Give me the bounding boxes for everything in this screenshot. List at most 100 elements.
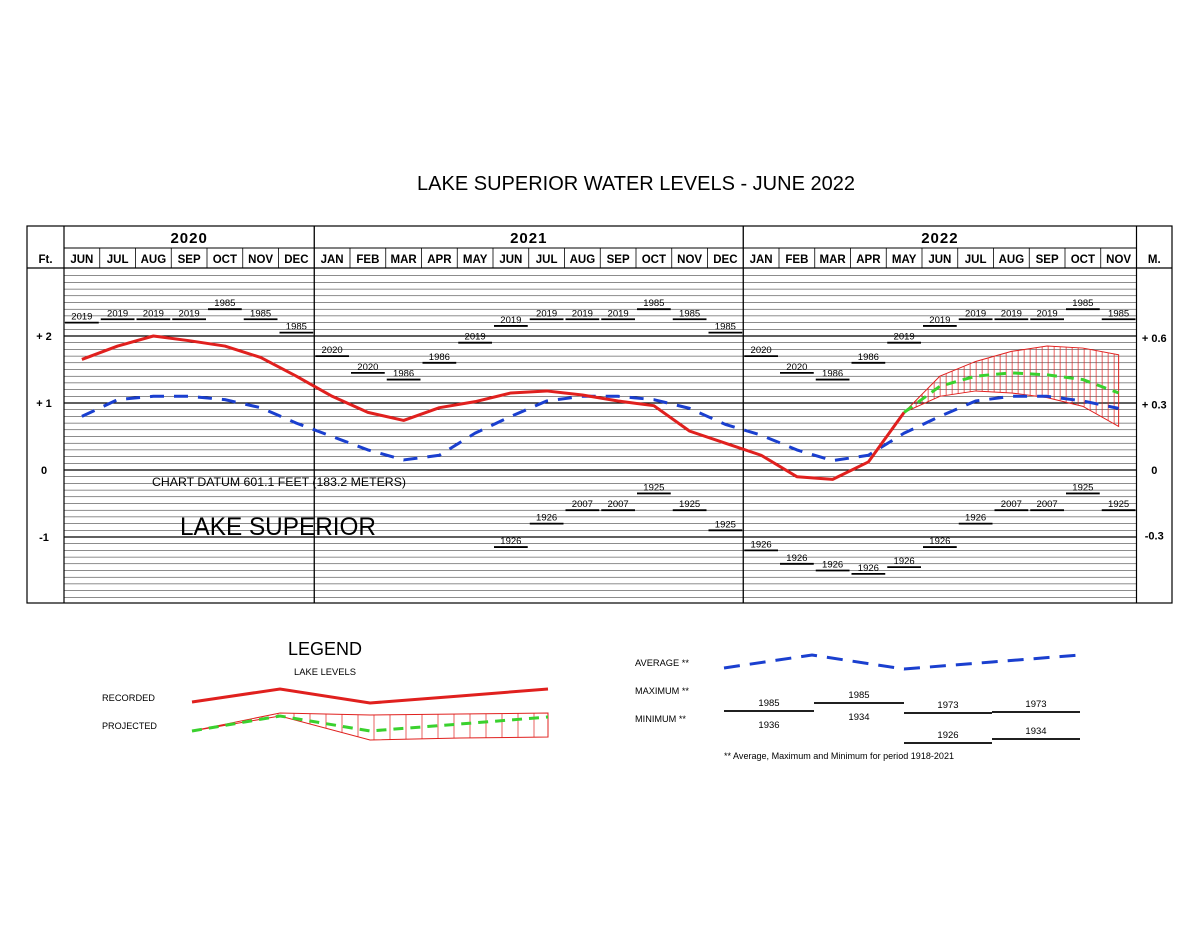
- legend: LEGEND LAKE LEVELS RECORDED PROJECTED AV…: [102, 639, 1081, 762]
- min-record-year: 1925: [679, 499, 700, 510]
- max-record-year: 2019: [107, 308, 128, 319]
- max-record-year: 2019: [1001, 308, 1022, 319]
- legend-projected-band: [191, 712, 549, 741]
- month-label: OCT: [1071, 254, 1095, 266]
- legend-max-year: 1973: [937, 700, 958, 711]
- right-tick-label: + 0.3: [1142, 399, 1167, 411]
- chart-frame: [26, 225, 1173, 604]
- month-label: NOV: [677, 254, 702, 266]
- legend-average-line: [723, 653, 1081, 671]
- min-record-year: 2007: [1001, 499, 1022, 510]
- min-record-year: 1925: [715, 519, 736, 530]
- left-tick-label: + 2: [36, 331, 52, 343]
- month-label: OCT: [213, 254, 237, 266]
- left-tick-label: 0: [41, 465, 47, 477]
- chart-axes: + 2 + 1 0 -1 + 0.6 + 0.3 0 -0.3: [36, 331, 1166, 544]
- month-label: NOV: [1106, 254, 1131, 266]
- legend-max-year: 1985: [848, 690, 869, 701]
- max-record-year: 2019: [465, 332, 486, 343]
- max-record-year: 1985: [1072, 298, 1093, 309]
- chart-header: 2020 2021 2022 JUN JUL AUG SEP OCT NOV DEC JAN FEB M…: [38, 230, 1160, 266]
- month-label: AUG: [999, 254, 1025, 266]
- max-record-year: 1986: [429, 352, 450, 363]
- max-record-year: 2019: [1037, 308, 1058, 319]
- month-label: MAR: [391, 254, 418, 266]
- min-record-year: 1925: [643, 482, 664, 493]
- chart-title: LAKE SUPERIOR WATER LEVELS - JUNE 2022: [417, 173, 855, 195]
- projected-band: [903, 345, 1120, 428]
- month-label: AUG: [141, 254, 167, 266]
- year-label: 2022: [921, 230, 958, 247]
- right-tick-label: + 0.6: [1142, 333, 1167, 345]
- max-record-year: 2019: [965, 308, 986, 319]
- left-tick-label: + 1: [36, 398, 52, 410]
- month-label: APR: [856, 254, 881, 266]
- legend-title: LEGEND: [288, 639, 362, 659]
- legend-min-year: 1926: [937, 730, 958, 741]
- right-tick-label: 0: [1151, 465, 1157, 477]
- month-label: APR: [427, 254, 452, 266]
- max-record-year: 2019: [143, 308, 164, 319]
- right-tick-label: -0.3: [1145, 531, 1164, 543]
- month-label: JUN: [499, 254, 522, 266]
- min-record-year: 2007: [1037, 499, 1058, 510]
- month-label: DEC: [284, 254, 308, 266]
- month-label: DEC: [713, 254, 737, 266]
- legend-max-year: 1973: [1025, 699, 1046, 710]
- min-record-year: 1926: [858, 563, 879, 574]
- max-record-year: 1986: [822, 369, 843, 380]
- max-record-year: 2019: [608, 308, 629, 319]
- month-label: SEP: [1036, 254, 1059, 266]
- max-record-year: 2020: [357, 362, 378, 373]
- max-record-year: 2019: [929, 315, 950, 326]
- projected-range-outline: [903, 345, 1120, 428]
- max-record-year: 1985: [286, 322, 307, 333]
- min-record-year: 1926: [751, 539, 772, 550]
- legend-minimum-label: MINIMUM **: [635, 714, 686, 725]
- average-series-line: [81, 394, 1119, 463]
- month-label: JUN: [70, 254, 93, 266]
- month-label: JUL: [107, 254, 129, 266]
- legend-recorded-line: [191, 687, 549, 705]
- month-label: AUG: [570, 254, 596, 266]
- year-label: 2020: [170, 230, 207, 247]
- projected-series-line: [903, 371, 1120, 414]
- max-record-year: 2020: [751, 345, 772, 356]
- min-record-year: 1926: [536, 513, 557, 524]
- min-record-year: 1926: [822, 560, 843, 571]
- legend-average-label: AVERAGE **: [635, 658, 689, 669]
- max-record-year: 2020: [786, 362, 807, 373]
- left-unit-label: Ft.: [38, 254, 52, 266]
- right-unit-label: M.: [1148, 254, 1161, 266]
- legend-projected-label: PROJECTED: [102, 721, 157, 732]
- legend-subtitle: LAKE LEVELS: [294, 667, 356, 678]
- legend-min-year: 1934: [848, 712, 869, 723]
- month-label: JAN: [750, 254, 773, 266]
- record-marks: 2019 2019 2019 2019 1985 1985 1985 2020 2020 1986…: [65, 298, 1136, 575]
- legend-footnote: ** Average, Maximum and Minimum for peri…: [724, 751, 954, 762]
- month-label: FEB: [356, 254, 379, 266]
- month-label: OCT: [642, 254, 666, 266]
- max-record-year: 2019: [500, 315, 521, 326]
- month-label: SEP: [178, 254, 201, 266]
- max-record-year: 1985: [250, 308, 271, 319]
- max-record-year: 1985: [214, 298, 235, 309]
- min-record-year: 1925: [1108, 499, 1129, 510]
- max-record-year: 2020: [322, 345, 343, 356]
- max-record-year: 1985: [715, 322, 736, 333]
- min-record-year: 1926: [786, 553, 807, 564]
- month-label: MAR: [820, 254, 847, 266]
- max-record-year: 1986: [858, 352, 879, 363]
- legend-projected-line: [191, 714, 549, 733]
- month-label: JAN: [321, 254, 344, 266]
- year-label: 2021: [510, 230, 547, 247]
- max-record-year: 2019: [536, 308, 557, 319]
- max-record-year: 2019: [894, 332, 915, 343]
- min-record-year: 1926: [500, 536, 521, 547]
- lake-label: LAKE SUPERIOR: [180, 513, 376, 541]
- max-record-year: 2019: [572, 308, 593, 319]
- legend-max-min-samples: 1985 1936 1985 1934 1973 1926 1973 1934: [724, 690, 1080, 744]
- month-label: JUL: [965, 254, 987, 266]
- max-record-year: 1985: [1108, 308, 1129, 319]
